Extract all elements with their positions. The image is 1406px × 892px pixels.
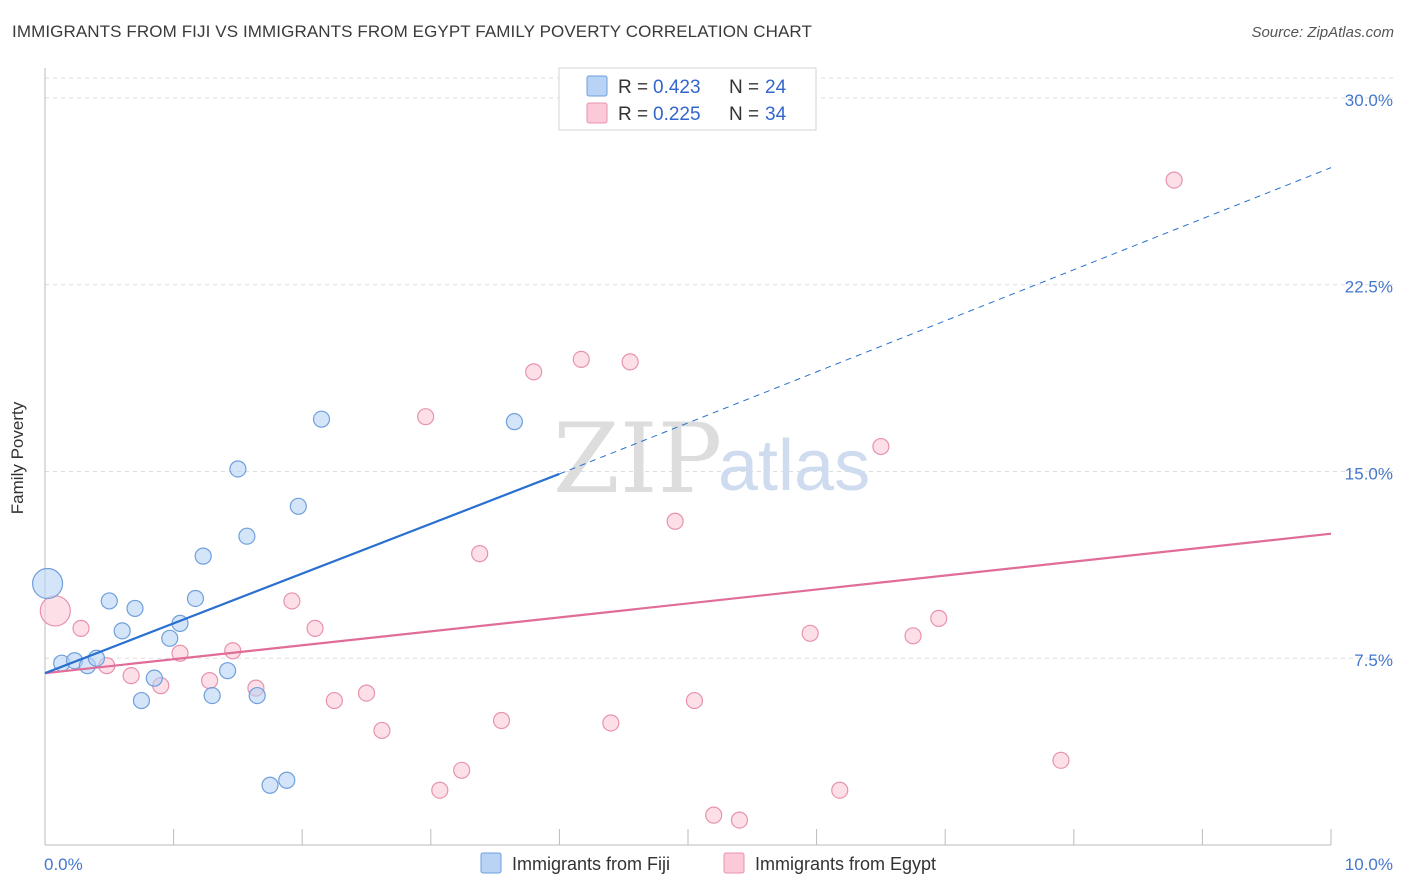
egypt-point	[525, 363, 543, 381]
legend-egypt-r-value: 0.225	[653, 104, 701, 125]
chart-title: IMMIGRANTS FROM FIJI VS IMMIGRANTS FROM …	[12, 22, 812, 41]
egypt-point	[1052, 751, 1070, 769]
fiji-point	[278, 771, 296, 789]
egypt-point	[705, 806, 723, 824]
egypt-point	[453, 761, 471, 779]
fiji-point	[248, 686, 266, 705]
egypt-point	[1165, 171, 1183, 189]
y-tick-label: 30.0%	[1345, 91, 1393, 110]
y-tick-labels: 7.5% 15.0% 22.5% 30.0%	[1345, 91, 1393, 670]
fiji-point	[229, 460, 247, 478]
trend-lines	[44, 167, 1332, 675]
fiji-point	[219, 662, 237, 680]
fiji-point	[194, 547, 212, 565]
egypt-point	[471, 545, 489, 563]
egypt-point	[122, 667, 140, 685]
bottom-legend-fiji-swatch	[480, 852, 502, 874]
egypt-point	[685, 691, 704, 710]
egypt-point	[72, 619, 90, 637]
egypt-point	[417, 408, 435, 426]
legend-fiji-r-value: 0.423	[653, 77, 701, 98]
gridlines	[45, 77, 1393, 659]
egypt-point	[801, 624, 819, 642]
fiji-point	[132, 691, 151, 710]
egypt-point	[357, 684, 376, 702]
fiji-point	[145, 669, 163, 687]
fiji-point	[238, 527, 256, 545]
bottom-legend-egypt-label: Immigrants from Egypt	[755, 854, 936, 874]
legend-fiji-r-label: R =	[618, 77, 648, 98]
egypt-point	[666, 512, 684, 530]
egypt-point	[831, 781, 849, 799]
egypt-point	[730, 811, 749, 829]
legend-egypt-n-label: N =	[729, 104, 759, 125]
egypt-point	[572, 350, 590, 368]
y-tick-label: 15.0%	[1345, 464, 1393, 483]
y-tick-label: 7.5%	[1354, 651, 1393, 670]
legend-egypt-n-value: 34	[765, 104, 787, 125]
series-legend: Immigrants from Fiji Immigrants from Egy…	[480, 852, 936, 874]
egypt-point	[39, 595, 71, 627]
fiji-trend-line	[44, 472, 560, 675]
fiji-point	[312, 410, 331, 428]
source-label: Source: ZipAtlas.com	[1251, 24, 1394, 41]
egypt-point	[602, 714, 620, 732]
legend-egypt-swatch	[586, 102, 608, 124]
correlation-legend: R = 0.423 N = 24 R = 0.225 N = 34	[558, 67, 817, 131]
y-tick-label: 22.5%	[1345, 278, 1393, 297]
x-tick-label-max: 10.0%	[1345, 855, 1393, 874]
fiji-points	[31, 410, 523, 794]
egypt-point	[621, 353, 639, 371]
egypt-point	[431, 781, 449, 799]
fiji-point	[161, 629, 179, 647]
x-tick-label-min: 0.0%	[44, 855, 83, 874]
egypt-point	[492, 711, 511, 730]
egypt-point	[283, 592, 301, 610]
egypt-point	[224, 642, 242, 660]
legend-fiji-n-value: 24	[765, 77, 787, 98]
axes	[44, 68, 1332, 846]
egypt-point	[904, 627, 922, 645]
legend-fiji-n-label: N =	[729, 77, 759, 98]
egypt-point	[201, 672, 219, 690]
legend-fiji-swatch	[586, 75, 608, 97]
bottom-legend-fiji-label: Immigrants from Fiji	[512, 854, 670, 874]
bottom-legend-egypt-swatch	[723, 852, 745, 874]
egypt-point	[373, 721, 391, 740]
egypt-points	[39, 171, 1183, 829]
fiji-point	[113, 622, 131, 640]
fiji-point	[203, 686, 221, 705]
fiji-point	[100, 592, 118, 610]
watermark-zip: ZIP	[553, 403, 722, 515]
egypt-point	[872, 437, 890, 456]
egypt-point	[306, 619, 324, 637]
fiji-point	[289, 497, 307, 515]
watermark: ZIP atlas	[553, 403, 870, 515]
fiji-point	[126, 599, 144, 618]
fiji-point	[186, 589, 205, 608]
fiji-point	[31, 567, 64, 600]
egypt-trend-line	[44, 532, 1332, 675]
fiji-point	[261, 776, 279, 794]
fiji-trend-extension	[559, 167, 1332, 475]
legend-egypt-r-label: R =	[618, 104, 648, 125]
egypt-point	[325, 691, 343, 710]
fiji-point	[505, 413, 523, 431]
watermark-atlas: atlas	[718, 426, 870, 506]
egypt-point	[930, 609, 948, 627]
